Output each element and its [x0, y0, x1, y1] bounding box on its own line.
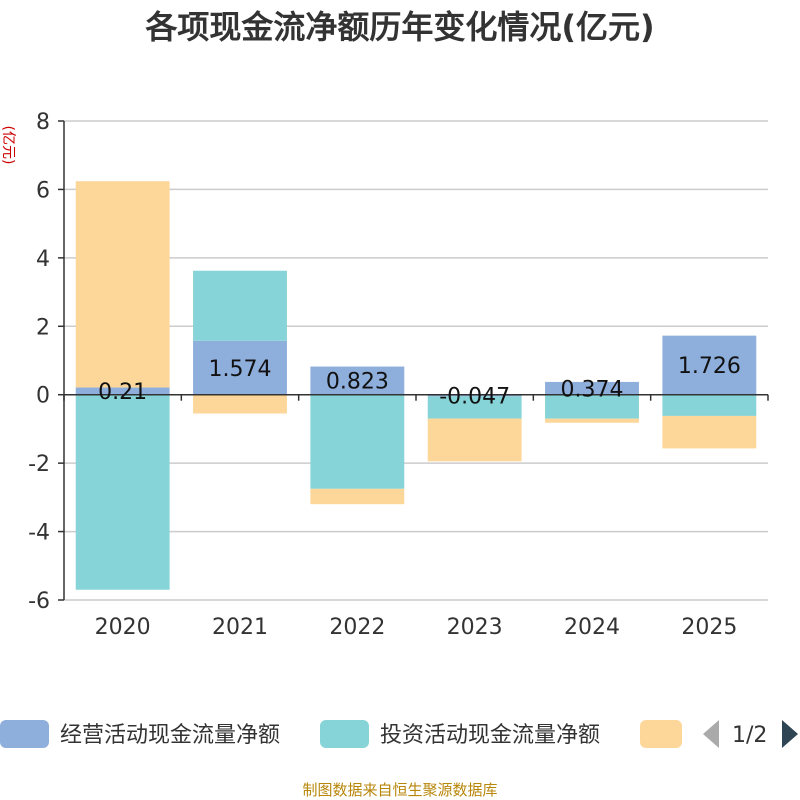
legend-swatch-operating — [0, 720, 49, 748]
y-tick-label: -4 — [28, 521, 50, 546]
bar-1-2022[interactable] — [310, 394, 405, 489]
y-tick-label: 6 — [36, 178, 50, 203]
source-note: 制图数据来自恒生聚源数据库 — [302, 781, 497, 799]
x-tick-label: 2023 — [447, 615, 503, 640]
axes — [63, 121, 769, 600]
data-label: 1.726 — [678, 354, 741, 379]
y-axis: -6 -4 -2 0 2 4 6 8 — [28, 110, 64, 614]
y-tick-label: 0 — [36, 384, 50, 409]
bar-0-2023[interactable] — [427, 394, 522, 397]
bar-1-2020[interactable] — [75, 394, 170, 590]
x-tick-label: 2025 — [681, 615, 737, 640]
x-axis: 2020 2021 2022 2023 2024 2025 — [95, 615, 738, 640]
bar-1-2025[interactable] — [662, 394, 757, 416]
bar-2-2021[interactable] — [193, 394, 287, 414]
legend-item-financing[interactable] — [640, 720, 682, 748]
bar-0-2021[interactable] — [193, 340, 287, 395]
legend-page-indicator: 1/2 — [732, 723, 767, 748]
y-tick-label: -2 — [28, 452, 50, 477]
legend-swatch-investing — [320, 720, 369, 748]
data-label: 0.374 — [561, 377, 624, 402]
legend-next-page-icon[interactable] — [782, 720, 798, 748]
legend-item-investing[interactable]: 投资活动现金流量净额 — [320, 720, 600, 748]
data-label: 0.21 — [98, 380, 147, 405]
bar-2-2024[interactable] — [545, 418, 639, 423]
legend-label-investing: 投资活动现金流量净额 — [380, 723, 600, 748]
legend: 经营活动现金流量净额 投资活动现金流量净额 1/2 — [0, 720, 798, 748]
x-tick-label: 2021 — [212, 615, 268, 640]
chart-title: 各项现金流净额历年变化情况(亿元) — [145, 8, 654, 46]
data-labels: 0.21 1.574 0.823 -0.047 0.374 1.726 — [98, 354, 741, 409]
bar-0-2025[interactable] — [662, 335, 757, 395]
bar-0-2020[interactable] — [75, 387, 170, 395]
legend-swatch-financing — [640, 720, 682, 748]
data-label: -0.047 — [439, 385, 510, 410]
bar-2-2020[interactable] — [75, 181, 170, 388]
legend-item-operating[interactable]: 经营活动现金流量净额 — [0, 720, 280, 748]
y-tick-label: 2 — [36, 315, 50, 340]
x-tick-label: 2020 — [95, 615, 151, 640]
legend-prev-page-icon[interactable] — [703, 720, 719, 748]
data-label: 1.574 — [209, 357, 272, 382]
bar-2-2022[interactable] — [310, 488, 405, 505]
bar-0-2022[interactable] — [310, 366, 405, 395]
bar-1-2023[interactable] — [427, 396, 522, 419]
bar-2-2025[interactable] — [662, 415, 757, 449]
y-tick-label: -6 — [28, 589, 50, 614]
bar-1-2024[interactable] — [545, 394, 639, 419]
bar-2-2023[interactable] — [427, 418, 522, 462]
y-axis-label: (亿元) — [0, 126, 16, 165]
x-tick-label: 2024 — [564, 615, 620, 640]
bar-1-2021[interactable] — [193, 270, 287, 341]
data-label: 0.823 — [326, 370, 389, 395]
legend-label-operating: 经营活动现金流量净额 — [60, 723, 280, 748]
gridlines — [64, 120, 768, 601]
y-tick-label: 4 — [36, 247, 50, 272]
bars — [75, 181, 757, 590]
x-tick-label: 2022 — [329, 615, 385, 640]
y-tick-label: 8 — [36, 110, 50, 135]
bar-0-2024[interactable] — [545, 381, 639, 395]
